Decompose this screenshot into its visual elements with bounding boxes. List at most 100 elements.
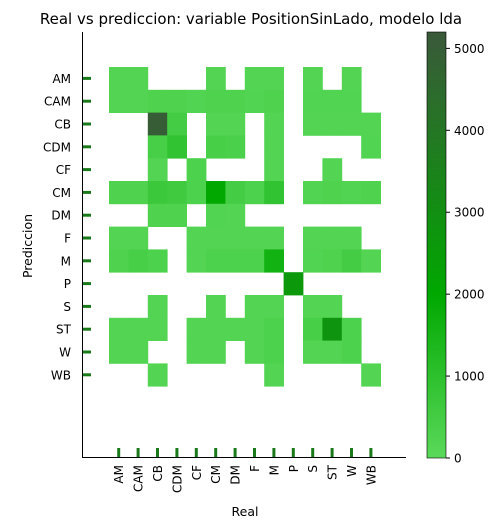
x-tick-label: CB [151,465,165,482]
x-tick-label: WB [364,465,378,485]
heatmap-cell [225,226,246,250]
heatmap-cell [206,249,226,273]
y-tick-label: CDM [43,140,71,154]
heatmap-cell [264,135,284,159]
heatmap-cell [244,226,265,250]
heatmap-cell [322,249,343,273]
heatmap-cell [322,317,343,341]
y-tick-label: CB [54,118,71,132]
x-axis-label: Real [232,504,259,519]
heatmap-cell [147,249,168,273]
y-tick-label: AM [52,72,71,86]
heatmap-cell [147,363,168,387]
x-tick-label: ST [326,464,340,480]
colorbar-tick-label: 5000 [454,42,485,56]
heatmap-cell [303,226,323,250]
heatmap-cell [322,181,343,205]
heatmap-cell [303,295,323,319]
x-tick-label: F [248,465,262,472]
heatmap-cell [109,67,129,91]
colorbar-tick-label: 1000 [454,370,485,384]
heatmap-cell [244,181,265,205]
heatmap-cell [206,181,226,205]
heatmap-cell [303,181,323,205]
heatmap-cell [361,249,381,273]
heatmap-cell [303,340,323,364]
x-tick-label: CF [190,465,204,480]
heatmap-cell [109,340,129,364]
heatmap-cell [128,67,149,91]
heatmap-cell [186,340,207,364]
heatmap-cell [322,158,343,182]
y-tick-label: WB [51,368,71,382]
heatmap-cell [264,226,284,250]
heatmap-cell [109,89,129,113]
heatmap-cell [341,67,362,91]
y-tick-label: ST [56,323,72,337]
heatmap-cell [244,317,265,341]
heatmap-cell [244,67,265,91]
x-tick-label: CM [209,465,223,484]
y-tick-label: F [64,232,71,246]
heatmap-cell [128,317,149,341]
heatmap-cell [206,295,226,319]
heatmap-cell [322,226,343,250]
heatmap-cells [109,67,381,387]
heatmap-cell [264,363,284,387]
colorbar-tick-label: 0 [454,452,462,466]
colorbar [426,31,447,459]
heatmap-cell [186,226,207,250]
heatmap-cell [206,112,226,136]
x-tick-label: P [287,465,301,472]
heatmap-cell [186,89,207,113]
y-tick-label: DM [51,209,71,223]
y-tick-label: S [63,300,71,314]
heatmap-cell [341,340,362,364]
heatmap-cell [225,135,246,159]
colorbar-tick-label: 3000 [454,206,485,220]
heatmap-cell [128,249,149,273]
colorbar-tick-label: 4000 [454,124,485,138]
heatmap-cell [206,89,226,113]
heatmap-cell [206,317,226,341]
heatmap-cell [322,295,343,319]
y-tick-label: M [61,254,71,268]
heatmap-cell [147,317,168,341]
heatmap-cell [225,317,246,341]
heatmap-cell [264,317,284,341]
x-tick-label: S [306,465,320,473]
heatmap-cell [186,158,207,182]
heatmap-cell [225,249,246,273]
chart-title: Real vs prediccion: variable PositionSin… [40,10,462,28]
heatmap-cell [167,181,187,205]
heatmap-cell [147,158,168,182]
heatmap-cell [303,317,323,341]
colorbar-tick-label: 2000 [454,288,485,302]
heatmap-cell [244,89,265,113]
heatmap-cell [341,181,362,205]
heatmap-cell [322,89,343,113]
heatmap-cell [225,89,246,113]
heatmap-cell [322,340,343,364]
heatmap-cell [264,340,284,364]
heatmap-cell [341,226,362,250]
heatmap-cell [109,317,129,341]
heatmap-cell [128,340,149,364]
heatmap-cell [225,112,246,136]
heatmap-cell [109,226,129,250]
heatmap-cell [186,317,207,341]
heatmap-cell [244,295,265,319]
heatmap-cell [341,89,362,113]
heatmap-cell [109,181,129,205]
x-tick-label: CAM [132,465,146,492]
heatmap-cell [206,203,226,227]
heatmap-cell [264,67,284,91]
heatmap-cell [341,249,362,273]
y-axis-label: Prediccion [20,214,35,278]
heatmap-cell [225,181,246,205]
y-tick-label: P [64,277,71,291]
heatmap-cell [128,89,149,113]
heatmap-cell [206,135,226,159]
